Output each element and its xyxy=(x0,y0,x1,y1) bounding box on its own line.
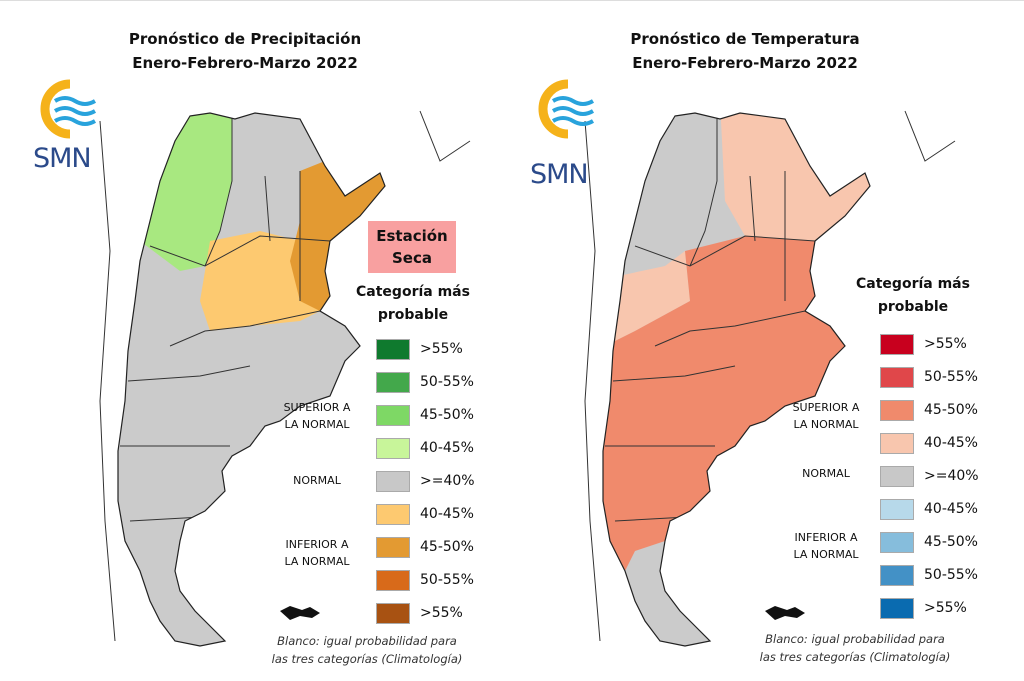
legend-label: 40-45% xyxy=(924,435,978,451)
legend-label: >=40% xyxy=(420,473,475,489)
legend-swatch xyxy=(376,603,410,624)
group-inferior: INFERIOR A LA NORMAL xyxy=(277,536,357,570)
legend-label: 40-45% xyxy=(924,501,978,517)
legend-label: 40-45% xyxy=(420,440,474,456)
group-line: INFERIOR A xyxy=(794,531,858,544)
group-normal: NORMAL xyxy=(802,467,850,480)
legend-swatch xyxy=(880,400,914,421)
brazil-coast xyxy=(419,110,471,162)
legend-swatch xyxy=(880,598,914,619)
legend-swatch xyxy=(376,471,410,492)
group-superior: SUPERIOR A LA NORMAL xyxy=(786,399,866,433)
precipitation-title: Pronóstico de Precipitación Enero-Febrer… xyxy=(95,27,395,75)
smn-logo-text: SMN xyxy=(530,159,589,190)
title-subline: Enero-Febrero-Marzo 2022 xyxy=(132,54,358,72)
above-normal-45-50-region xyxy=(603,236,845,571)
legend-swatch xyxy=(376,339,410,360)
legend-title-line: Categoría más xyxy=(356,284,470,300)
legend-label: >55% xyxy=(420,605,463,621)
group-line: LA NORMAL xyxy=(793,418,859,431)
legend-title: Categoría más probable xyxy=(843,273,983,319)
legend-label: 45-50% xyxy=(420,539,474,555)
legend-swatch xyxy=(376,570,410,591)
legend-label: 45-50% xyxy=(420,407,474,423)
chile-coast xyxy=(584,120,601,642)
legend-label: 50-55% xyxy=(420,572,474,588)
above-normal-40-45-region xyxy=(720,113,870,241)
legend-swatch xyxy=(376,504,410,525)
title-line: Pronóstico de Precipitación xyxy=(128,30,362,48)
legend-swatch xyxy=(880,367,914,388)
precipitation-map xyxy=(99,110,471,647)
group-line: SUPERIOR A xyxy=(283,401,351,414)
legend-swatch xyxy=(880,499,914,520)
group-superior: SUPERIOR A LA NORMAL xyxy=(277,399,357,433)
group-line: SUPERIOR A xyxy=(792,401,860,414)
smn-logo-left xyxy=(40,79,97,139)
legend-label: >=40% xyxy=(924,468,979,484)
legend-swatch xyxy=(376,405,410,426)
footnote: Blanco: igual probabilidad para las tres… xyxy=(252,632,482,668)
chile-coast xyxy=(99,120,116,642)
falklands-islands xyxy=(765,606,805,620)
group-normal: NORMAL xyxy=(293,474,341,487)
dry-season-badge: Estación Seca xyxy=(368,221,456,273)
legend-swatch xyxy=(880,532,914,553)
normal-region xyxy=(118,113,385,646)
legend-label: 45-50% xyxy=(924,534,978,550)
footnote-line: las tres categorías (Climatología) xyxy=(759,650,951,664)
province-borders xyxy=(605,113,816,522)
brazil-coast xyxy=(904,110,956,162)
below-normal-45-50-region xyxy=(290,161,385,311)
legend-swatch xyxy=(376,537,410,558)
smn-logo-text: SMN xyxy=(33,143,92,174)
legend-swatch xyxy=(376,438,410,459)
legend-label: >55% xyxy=(924,336,967,352)
footnote-line: Blanco: igual probabilidad para xyxy=(765,632,945,646)
legend-swatch xyxy=(880,565,914,586)
legend-label: >55% xyxy=(924,600,967,616)
legend-label: 45-50% xyxy=(924,402,978,418)
group-line: INFERIOR A xyxy=(285,538,349,551)
smn-logo-right xyxy=(538,79,595,139)
footnote: Blanco: igual probabilidad para las tres… xyxy=(740,630,970,666)
legend-title-line: Categoría más xyxy=(856,276,970,292)
group-line: LA NORMAL xyxy=(284,418,350,431)
legend-label: 50-55% xyxy=(420,374,474,390)
temperature-title: Pronóstico de Temperatura Enero-Febrero-… xyxy=(595,27,895,75)
legend-label: 50-55% xyxy=(924,567,978,583)
legend-swatch xyxy=(376,372,410,393)
legend-swatch xyxy=(880,466,914,487)
group-line: LA NORMAL xyxy=(284,555,350,568)
legend-swatch xyxy=(880,433,914,454)
footnote-line: las tres categorías (Climatología) xyxy=(271,652,463,666)
legend-title-line: probable xyxy=(377,307,449,323)
legend-label: >55% xyxy=(420,341,463,357)
title-subline: Enero-Febrero-Marzo 2022 xyxy=(632,54,858,72)
title-line: Pronóstico de Temperatura xyxy=(630,30,860,48)
legend-label: 50-55% xyxy=(924,369,978,385)
badge-text: Estación Seca xyxy=(376,227,448,267)
falklands-islands xyxy=(280,606,320,620)
legend-swatch xyxy=(880,334,914,355)
legend-title-line: probable xyxy=(877,299,949,315)
group-inferior: INFERIOR A LA NORMAL xyxy=(786,529,866,563)
legend-label: 40-45% xyxy=(420,506,474,522)
legend-title: Categoría más probable xyxy=(343,281,483,327)
group-line: LA NORMAL xyxy=(793,548,859,561)
footnote-line: Blanco: igual probabilidad para xyxy=(277,634,457,648)
